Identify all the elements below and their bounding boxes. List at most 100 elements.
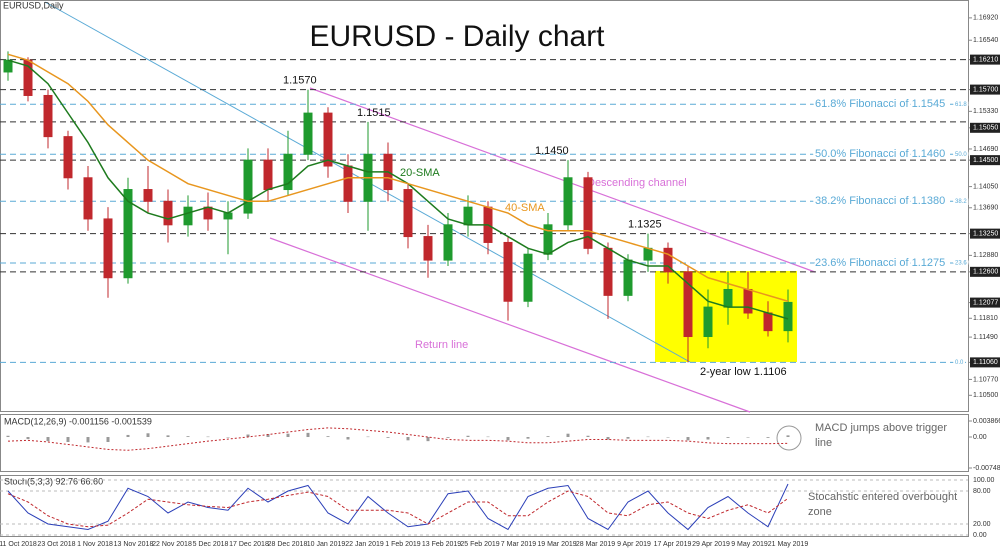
macd-bar xyxy=(626,437,630,439)
stoch-line xyxy=(7,483,789,531)
stoch-note: Stocahstic entered overbought xyxy=(808,491,957,503)
macd-label: MACD(12,26,9) -0.001156 -0.001539 xyxy=(4,416,152,426)
x-tick-label: 22 Jan 2019 xyxy=(345,541,384,548)
macd-bar xyxy=(506,437,510,441)
stoch-line xyxy=(7,490,789,528)
fib-ratio: 0.0 xyxy=(955,360,964,366)
candle-body xyxy=(423,236,433,261)
y-tick-label: 1.14500 xyxy=(973,157,998,164)
x-tick-label: 29 Apr 2019 xyxy=(692,541,730,548)
y-tick-box xyxy=(970,155,1000,166)
y-tick-label: 100.00 xyxy=(973,477,995,484)
y-tick-label: 1.11060 xyxy=(973,359,998,366)
macd-bar xyxy=(746,437,750,438)
macd-bar xyxy=(166,435,170,438)
y-tick-box xyxy=(970,266,1000,277)
candle-body xyxy=(783,301,793,332)
fib-ratio: 23.6 xyxy=(955,261,967,267)
macd-bar xyxy=(426,437,430,442)
macd-bar xyxy=(286,433,290,438)
x-tick-label: 9 May 2019 xyxy=(731,541,768,548)
macd-bar xyxy=(266,434,270,438)
series-label: 20-SMA xyxy=(400,167,440,179)
y-tick-label: 80.00 xyxy=(973,488,991,495)
macd-note: line xyxy=(815,437,832,449)
candle-body xyxy=(583,177,593,249)
candle-body xyxy=(223,212,233,220)
y-tick-box xyxy=(970,297,1000,308)
y-tick-label: 1.11810 xyxy=(973,315,998,322)
macd-bar xyxy=(766,437,770,438)
candle-body xyxy=(3,59,13,73)
candle-body xyxy=(163,200,173,226)
x-tick-label: 1 Feb 2019 xyxy=(385,541,421,548)
candle-body xyxy=(463,206,473,226)
stoch-note: zone xyxy=(808,506,832,518)
x-tick-label: 13 Feb 2019 xyxy=(422,541,461,548)
macd-bar xyxy=(206,436,210,438)
macd-bar xyxy=(6,435,10,438)
candle-body xyxy=(503,241,513,302)
x-tick-label: 9 Apr 2019 xyxy=(617,541,651,548)
macd-bar xyxy=(686,437,690,441)
candle-body xyxy=(603,247,613,296)
candle-body xyxy=(703,306,713,338)
x-tick-label: 17 Apr 2019 xyxy=(654,541,692,548)
candle-body xyxy=(403,189,413,238)
y-tick-label: 1.12077 xyxy=(973,299,998,306)
channel-lower xyxy=(269,237,751,413)
x-tick-label: 28 Mar 2019 xyxy=(576,541,615,548)
y-tick-label: 1.13250 xyxy=(973,230,998,237)
peak-label: 1.1570 xyxy=(283,75,317,87)
highlight-box xyxy=(655,271,797,362)
y-tick-label: 1.16540 xyxy=(973,37,998,44)
candle-body xyxy=(743,288,753,314)
macd-bar xyxy=(486,436,490,438)
y-tick-label: 1.15050 xyxy=(973,125,998,132)
peak-label: 1.1515 xyxy=(357,107,391,119)
x-tick-label: 13 Nov 2018 xyxy=(114,541,154,548)
candle-body xyxy=(523,253,533,302)
channel-label: Descending channel xyxy=(587,177,687,189)
x-tick-label: 21 May 2019 xyxy=(768,541,809,548)
y-tick-label: 1.13690 xyxy=(973,205,998,212)
macd-bar xyxy=(86,437,90,443)
y-tick-label: 20.00 xyxy=(973,521,991,528)
candle-body xyxy=(243,159,253,214)
y-tick-label: 1.15330 xyxy=(973,108,998,115)
candle-body xyxy=(643,247,653,261)
channel-upper xyxy=(309,87,816,273)
fib-label: 50.0% Fibonacci of 1.1460 xyxy=(815,148,945,160)
sma-line xyxy=(7,59,789,320)
macd-bar xyxy=(446,437,450,438)
y-tick-box xyxy=(970,357,1000,368)
y-tick-box xyxy=(970,54,1000,65)
candle-body xyxy=(623,259,633,296)
fib-label: 23.6% Fibonacci of 1.1275 xyxy=(815,257,945,269)
candle-body xyxy=(283,153,293,191)
macd-bar xyxy=(146,433,150,438)
macd-bar xyxy=(106,437,110,442)
macd-bar xyxy=(366,436,370,438)
macd-bar xyxy=(566,433,570,438)
candle-body xyxy=(563,177,573,226)
main-frame xyxy=(0,0,969,412)
macd-frame xyxy=(0,414,969,472)
candle-body xyxy=(323,112,333,167)
fib-ratio: 61.8 xyxy=(955,102,967,108)
candle-body xyxy=(683,271,693,338)
macd-bar xyxy=(786,435,790,438)
peak-label: 1.1325 xyxy=(628,219,662,231)
low-label: 2-year low 1.1106 xyxy=(700,366,787,378)
macd-bar xyxy=(466,435,470,438)
macd-bar xyxy=(26,437,30,440)
peak-label: 1.1450 xyxy=(535,145,569,157)
macd-bar xyxy=(386,437,390,438)
x-tick-label: 19 Mar 2019 xyxy=(537,541,576,548)
y-tick-label: 1.14690 xyxy=(973,146,998,153)
y-tick-label: 0.00 xyxy=(973,434,987,441)
fib-ratio: 50.0 xyxy=(955,152,967,158)
macd-bar xyxy=(646,436,650,438)
y-tick-label: 0.003866 xyxy=(973,418,1000,425)
